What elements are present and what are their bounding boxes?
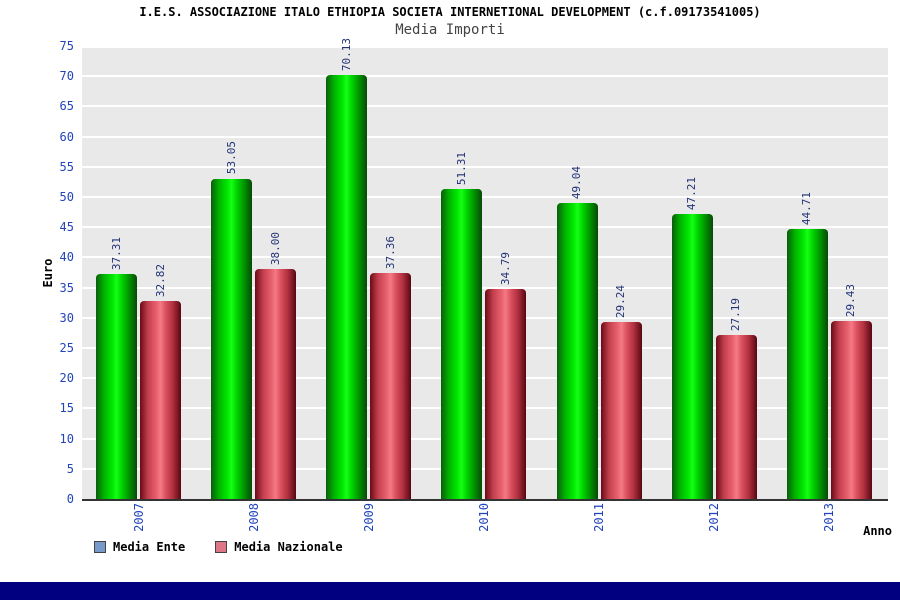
x-tick-label-2010: 2010 (477, 503, 491, 532)
x-tick-label-2008: 2008 (246, 503, 261, 532)
bar-media-ente-2007 (96, 273, 137, 499)
bar-media-nazionale-2011 (600, 322, 642, 499)
y-tick-label: 25 (59, 341, 74, 355)
legend-item: Media Nazionale (215, 540, 343, 554)
y-tick-label: 0 (66, 492, 74, 506)
bar-media-nazionale-2009 (370, 273, 412, 499)
bar-media-ente-2008 (211, 178, 253, 499)
bar-media-nazionale-2008 (255, 269, 297, 499)
y-tick-label: 10 (59, 431, 74, 446)
legend-item: Media Ente (94, 540, 185, 554)
gridline (82, 226, 888, 229)
y-tick-label: 35 (59, 280, 74, 295)
gridline (82, 316, 888, 319)
bar-value-label: 47.21 (685, 176, 699, 210)
bar-value-label: 34.79 (498, 251, 512, 285)
bar-media-ente-2012 (671, 213, 713, 499)
bar-value-label: 32.82 (153, 263, 167, 297)
gridline (82, 46, 888, 48)
bar-value-label: 49.04 (570, 165, 584, 199)
legend: Media Ente Media Nazionale (94, 540, 343, 554)
gridline (82, 165, 888, 168)
x-tick-label-2007: 2007 (131, 503, 146, 532)
legend-label: Media Ente (113, 540, 186, 554)
x-tick-label-2009: 2009 (361, 503, 376, 532)
chart-subtitle: Media Importi (395, 22, 505, 38)
gridline (82, 407, 888, 410)
footer-bar (0, 582, 900, 600)
gridline (82, 105, 888, 108)
gridline (82, 75, 888, 78)
gridline (82, 437, 888, 440)
bar-value-label: 38.00 (268, 232, 282, 266)
bar-value-label: 51.31 (454, 151, 468, 186)
plot-area: 37.31 32.82 53.05 38.00 70.13 37.36 51.31 34.79… (82, 38, 888, 501)
x-tick-label-2013: 2013 (822, 503, 837, 532)
gridline (82, 256, 888, 259)
bar-value-label: 70.13 (339, 38, 353, 72)
gridline (82, 286, 888, 289)
legend-swatch (215, 541, 228, 553)
y-tick-label: 45 (59, 220, 74, 235)
y-tick-label: 55 (59, 159, 74, 174)
bar-media-ente-2011 (556, 202, 598, 499)
bar-media-ente-2009 (326, 75, 368, 499)
bar-media-nazionale-2010 (485, 288, 527, 499)
y-tick-label: 70 (59, 69, 74, 84)
bar-value-label: 53.05 (224, 141, 238, 175)
bar-value-label: 37.36 (383, 236, 397, 270)
bar-media-ente-2010 (441, 189, 483, 499)
x-axis-title: Anno (863, 524, 892, 538)
bar-media-nazionale-2007 (140, 300, 181, 499)
y-tick-label: 30 (59, 310, 74, 325)
y-tick-label: 5 (66, 461, 74, 476)
y-tick-label: 60 (59, 129, 74, 144)
y-tick-label: 40 (59, 250, 74, 265)
y-tick-label: 20 (59, 371, 74, 386)
bar-media-nazionale-2013 (830, 321, 872, 499)
bar-media-nazionale-2012 (715, 334, 757, 499)
y-tick-label: 50 (59, 190, 74, 204)
gridline (82, 347, 888, 349)
gridline (82, 377, 888, 380)
gridline (82, 196, 888, 198)
y-tick-label: 15 (59, 401, 74, 416)
gridline (82, 135, 888, 138)
x-axis-labels: 2007 2008 2009 2010 2011 2012 2013 (0, 503, 900, 543)
bar-value-label: 29.43 (844, 284, 858, 318)
y-tick-label: 75 (59, 39, 74, 53)
legend-label: Media Nazionale (234, 540, 343, 554)
bar-value-label: 27.19 (729, 297, 743, 331)
gridline (82, 467, 888, 470)
chart-title: I.E.S. ASSOCIAZIONE ITALO ETHIOPIA SOCIE… (139, 5, 761, 19)
bar-media-ente-2013 (786, 228, 828, 499)
bar-value-label: 44.71 (800, 191, 814, 225)
bar-value-label: 37.31 (109, 236, 123, 270)
bar-value-label: 29.24 (614, 285, 628, 319)
y-tick-label: 65 (59, 99, 74, 114)
legend-swatch (94, 541, 106, 553)
x-tick-label-2011: 2011 (592, 503, 607, 532)
x-tick-label-2012: 2012 (707, 503, 722, 532)
